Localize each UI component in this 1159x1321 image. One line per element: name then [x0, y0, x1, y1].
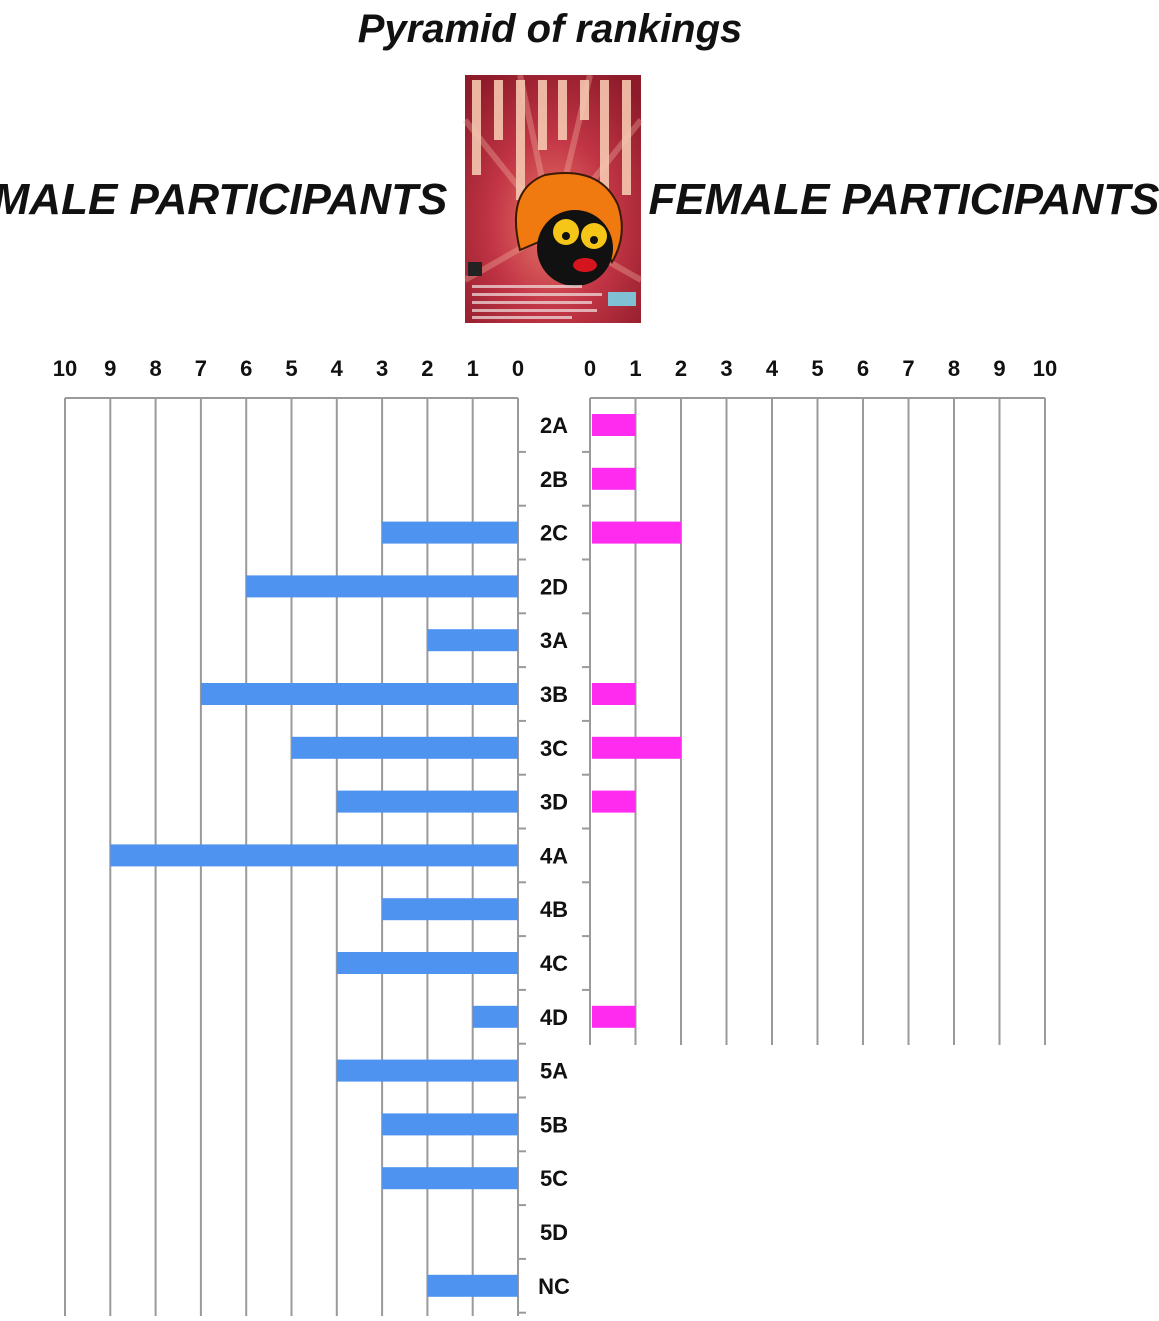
female-bar: [592, 1005, 636, 1028]
male-tick-label: 10: [53, 356, 77, 381]
male-bar: [200, 683, 518, 705]
female-bar: [592, 414, 636, 436]
category-label: 3C: [540, 736, 568, 761]
chart-category-labels: 2A 2B 2C 2D 3A 3B 3C 3D 4A 4B 4C 4D 5A 5B 5C 5D NC: [538, 413, 570, 1299]
category-label: 4D: [540, 1005, 568, 1030]
female-tick-label: 2: [675, 356, 687, 381]
category-label: 5C: [540, 1166, 568, 1191]
female-tick-label: 9: [993, 356, 1005, 381]
male-bar: [110, 844, 519, 867]
male-bar: [246, 575, 518, 598]
category-label: 4A: [540, 843, 568, 868]
category-label: 2C: [540, 521, 568, 546]
male-tick-label: 3: [376, 356, 388, 381]
male-bar: [382, 1113, 518, 1136]
female-tick-label: 1: [629, 356, 641, 381]
female-tick-label: 8: [948, 356, 960, 381]
chart-title: Pyramid of rankings: [358, 7, 743, 51]
female-tick-label: 7: [902, 356, 914, 381]
category-label: 2D: [540, 574, 568, 599]
category-label: NC: [538, 1274, 570, 1299]
category-label: 4B: [540, 897, 568, 922]
chart-bars: [110, 414, 681, 1297]
female-tick-label: 4: [766, 356, 779, 381]
male-bar: [336, 1059, 518, 1082]
male-bar: [427, 1274, 518, 1297]
male-bar: [336, 952, 518, 974]
female-tick-label: 0: [584, 356, 596, 381]
male-bar: [336, 790, 518, 813]
category-label: 3B: [540, 682, 568, 707]
male-tick-label: 1: [467, 356, 479, 381]
female-bar: [592, 790, 636, 813]
female-tick-label: 3: [720, 356, 732, 381]
male-bar: [382, 898, 518, 921]
male-tick-label: 8: [149, 356, 161, 381]
male-tick-label: 5: [285, 356, 297, 381]
male-bar: [427, 629, 518, 652]
female-tick-label: 5: [811, 356, 823, 381]
chart-tick-labels: 0 0 1 1 2 2 3 3 4 4 5 5 6 6 7 7 8 8 9 9 10 10: [53, 356, 1057, 381]
male-bar: [291, 736, 518, 759]
male-tick-label: 2: [421, 356, 433, 381]
category-label: 2A: [540, 413, 568, 438]
poster-icon: [462, 74, 644, 323]
male-tick-label: 9: [104, 356, 116, 381]
category-label: 2B: [540, 467, 568, 492]
male-bar: [472, 1005, 518, 1028]
female-bar: [592, 521, 681, 544]
female-bar: [592, 736, 681, 759]
legend-male: MALE PARTICIPANTS: [0, 175, 447, 224]
female-tick-label: 10: [1033, 356, 1057, 381]
female-tick-label: 6: [857, 356, 869, 381]
category-label: 5B: [540, 1112, 568, 1137]
legend-female: FEMALE PARTICIPANTS: [649, 175, 1159, 224]
category-label: 5A: [540, 1059, 568, 1084]
male-tick-label: 7: [195, 356, 207, 381]
category-label: 3D: [540, 790, 568, 815]
category-label: 3A: [540, 628, 568, 653]
male-bar: [382, 1167, 518, 1190]
category-label: 4C: [540, 951, 568, 976]
female-bar: [592, 683, 636, 705]
male-tick-label: 0: [512, 356, 524, 381]
category-label: 5D: [540, 1220, 568, 1245]
male-tick-label: 6: [240, 356, 252, 381]
male-bar: [382, 521, 518, 544]
female-bar: [592, 467, 636, 490]
male-tick-label: 4: [331, 356, 344, 381]
